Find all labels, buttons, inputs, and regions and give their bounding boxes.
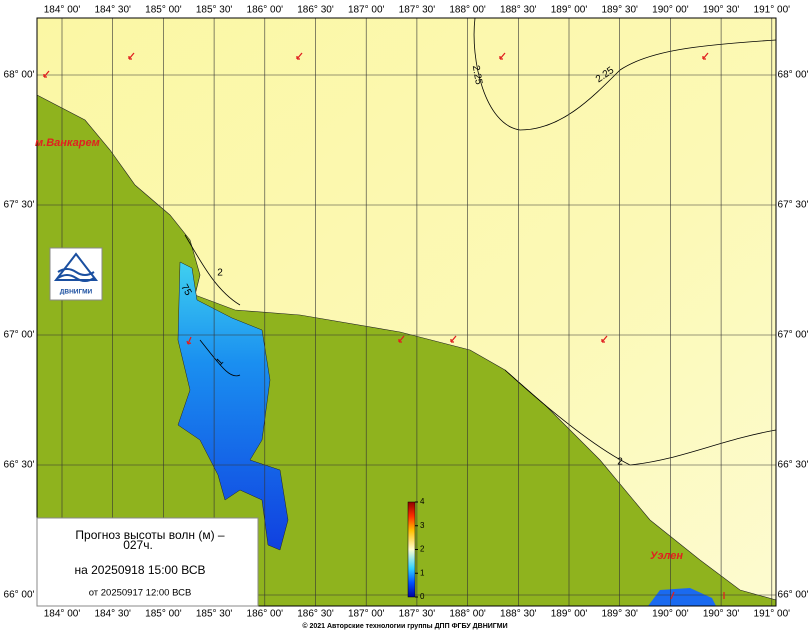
legend-title: Прогноз высоты волн (м) – bbox=[75, 528, 225, 542]
colorbar-label: 1 bbox=[420, 568, 425, 577]
lat-label: 66° 30' bbox=[778, 460, 809, 471]
lon-label: 186° 00' bbox=[247, 5, 284, 16]
footer: © 2021 Авторские технологии группы ДПП Ф… bbox=[302, 622, 507, 630]
lon-label: 185° 00' bbox=[145, 5, 182, 16]
lon-label: 186° 30' bbox=[297, 609, 334, 620]
lon-label: 189° 30' bbox=[601, 5, 638, 16]
strait-water bbox=[648, 588, 716, 606]
lon-label: 184° 00' bbox=[44, 5, 81, 16]
lon-label: 191° 00' bbox=[754, 609, 791, 620]
lat-label: 67° 30' bbox=[4, 200, 35, 211]
graticule bbox=[37, 18, 776, 606]
lon-label: 188° 00' bbox=[449, 609, 486, 620]
bay bbox=[177, 261, 289, 551]
lon-label: 187° 00' bbox=[348, 5, 385, 16]
contour bbox=[473, 17, 777, 131]
contour-label: 2 bbox=[217, 268, 223, 279]
legend-lead: 027ч. bbox=[123, 538, 153, 552]
lat-label: 66° 00' bbox=[778, 590, 809, 601]
place-label: м.Ванкарем bbox=[35, 137, 100, 149]
lat-label: 68° 00' bbox=[4, 70, 35, 81]
lon-label: 187° 00' bbox=[348, 609, 385, 620]
colorbar-label: 4 bbox=[420, 497, 425, 506]
colorbar-label: 2 bbox=[420, 545, 425, 554]
legend-issued: от 20250917 12:00 ВСВ bbox=[89, 588, 192, 599]
lon-label: 186° 30' bbox=[297, 5, 334, 16]
lon-label: 187° 30' bbox=[399, 609, 436, 620]
legend-box bbox=[36, 517, 259, 607]
contour-label: 75 bbox=[178, 283, 193, 299]
colorbar-label: 0 bbox=[420, 592, 425, 601]
lon-label: 189° 30' bbox=[601, 609, 638, 620]
lon-label: 188° 30' bbox=[500, 5, 537, 16]
lat-label: 67° 00' bbox=[4, 330, 35, 341]
lat-label: 67° 30' bbox=[778, 200, 809, 211]
colorbar-label: 3 bbox=[420, 521, 425, 530]
logo: ДВНИГМИ bbox=[49, 247, 103, 301]
map-frame bbox=[36, 17, 777, 607]
lon-label: 190° 00' bbox=[652, 5, 689, 16]
lon-label: 186° 00' bbox=[247, 609, 284, 620]
contour-label: 2.25 bbox=[470, 64, 484, 86]
lon-label: 187° 30' bbox=[399, 5, 436, 16]
lon-label: 190° 30' bbox=[703, 609, 740, 620]
lat-label: 66° 00' bbox=[4, 590, 35, 601]
lon-label: 185° 30' bbox=[196, 609, 233, 620]
lon-label: 185° 30' bbox=[196, 5, 233, 16]
contour-label: 2 bbox=[617, 457, 623, 468]
lon-label: 184° 30' bbox=[94, 609, 131, 620]
lon-label: 189° 00' bbox=[551, 5, 588, 16]
legend-valid: на 20250918 15:00 ВСВ bbox=[75, 563, 206, 577]
wave-arrows bbox=[43, 52, 725, 600]
lat-label: 66° 30' bbox=[4, 460, 35, 471]
contour bbox=[199, 339, 241, 377]
lon-label: 189° 00' bbox=[551, 609, 588, 620]
lon-label: 188° 00' bbox=[449, 5, 486, 16]
colorbar: 0 1 2 3 4 bbox=[407, 497, 425, 601]
lat-label: 67° 00' bbox=[778, 330, 809, 341]
lon-label: 188° 30' bbox=[500, 609, 537, 620]
place-label: Уэлен bbox=[650, 550, 683, 562]
lon-label: 191° 00' bbox=[754, 5, 791, 16]
lon-label: 185° 00' bbox=[145, 609, 182, 620]
lon-label: 184° 30' bbox=[94, 5, 131, 16]
lon-label: 190° 30' bbox=[703, 5, 740, 16]
lon-label: 190° 00' bbox=[652, 609, 689, 620]
lon-label: 184° 00' bbox=[44, 609, 81, 620]
contour bbox=[184, 234, 241, 306]
lat-label: 68° 00' bbox=[778, 70, 809, 81]
logo-text: ДВНИГМИ bbox=[60, 289, 93, 296]
